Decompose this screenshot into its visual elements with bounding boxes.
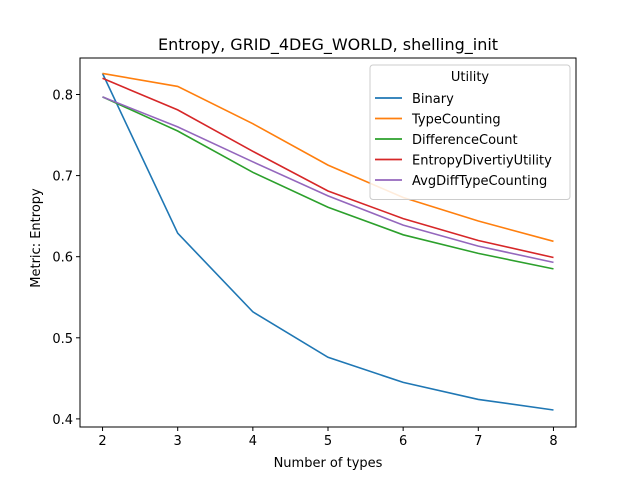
legend-entry-3: EntropyDivertiyUtility (412, 154, 552, 169)
x-tick-label: 8 (549, 434, 557, 449)
legend-entry-0: Binary (412, 92, 454, 107)
legend-entry-1: TypeCounting (411, 113, 501, 128)
chart-title: Entropy, GRID_4DEG_WORLD, shelling_init (158, 35, 498, 55)
x-tick-label: 4 (249, 434, 257, 449)
series-line-4 (102, 96, 554, 264)
series-line-0 (101, 73, 554, 411)
legend-frame (369, 64, 571, 200)
legend-entry-2: DifferenceCount (412, 133, 518, 148)
series-line-2 (102, 96, 554, 270)
x-axis-ticks: 2 3 4 5 6 7 8 (98, 427, 558, 449)
x-axis-label: Number of types (274, 456, 383, 471)
y-tick-label: 0.8 (52, 88, 73, 103)
x-tick-label: 3 (174, 434, 182, 449)
x-tick-label: 7 (474, 434, 482, 449)
series-line-3 (102, 77, 554, 259)
x-tick-label: 5 (324, 434, 332, 449)
y-tick-label: 0.7 (52, 170, 73, 185)
x-tick-label: 2 (98, 434, 106, 449)
x-tick-label: 6 (399, 434, 407, 449)
legend-title: Utility (451, 70, 490, 85)
y-tick-label: 0.4 (52, 413, 73, 428)
y-tick-label: 0.5 (52, 332, 73, 347)
legend-entry-4: AvgDiffTypeCounting (412, 174, 547, 189)
y-axis-label: Metric: Entropy (29, 188, 44, 288)
legend: Utility Binary TypeCounting DifferenceCount… (369, 64, 571, 200)
y-tick-label: 0.6 (52, 251, 73, 266)
y-axis-ticks: 0.4 0.5 0.6 0.7 0.8 (52, 88, 80, 428)
plot-area (79, 57, 577, 428)
series-line-1 (102, 72, 554, 243)
